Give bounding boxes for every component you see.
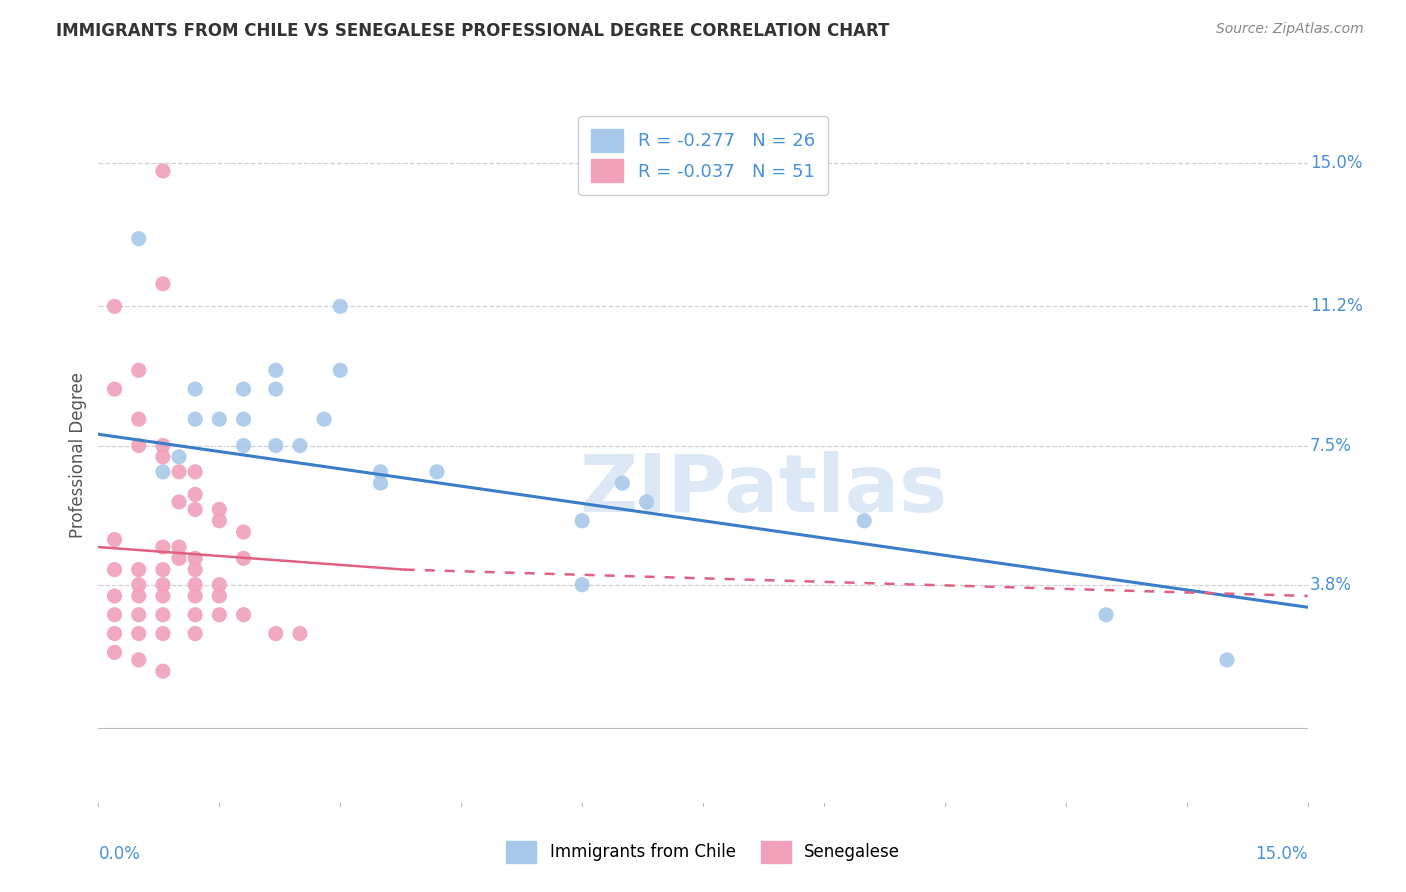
- Point: [152, 465, 174, 479]
- Point: [232, 551, 254, 566]
- Point: [571, 577, 593, 591]
- Point: [152, 626, 174, 640]
- Point: [184, 563, 207, 577]
- Point: [103, 382, 125, 396]
- Point: [184, 626, 207, 640]
- Point: [128, 577, 150, 591]
- Point: [288, 438, 311, 452]
- Point: [853, 514, 876, 528]
- Text: Source: ZipAtlas.com: Source: ZipAtlas.com: [1216, 22, 1364, 37]
- Point: [128, 589, 150, 603]
- Point: [329, 363, 352, 377]
- Point: [208, 502, 231, 516]
- Point: [152, 577, 174, 591]
- Point: [264, 382, 287, 396]
- Point: [128, 363, 150, 377]
- Text: ZIPatlas: ZIPatlas: [579, 450, 948, 529]
- Point: [128, 563, 150, 577]
- Point: [128, 232, 150, 246]
- Point: [208, 577, 231, 591]
- Point: [152, 277, 174, 291]
- Point: [1216, 653, 1239, 667]
- Point: [208, 607, 231, 622]
- Text: 15.0%: 15.0%: [1256, 845, 1308, 863]
- Point: [232, 607, 254, 622]
- Point: [208, 514, 231, 528]
- Point: [103, 607, 125, 622]
- Point: [370, 476, 392, 491]
- Point: [167, 465, 190, 479]
- Point: [184, 551, 207, 566]
- Point: [208, 412, 231, 426]
- Point: [232, 438, 254, 452]
- Text: 15.0%: 15.0%: [1310, 154, 1362, 172]
- Point: [329, 299, 352, 313]
- Point: [208, 589, 231, 603]
- Text: 7.5%: 7.5%: [1310, 436, 1353, 455]
- Y-axis label: Professional Degree: Professional Degree: [69, 372, 87, 538]
- Point: [128, 607, 150, 622]
- Point: [103, 626, 125, 640]
- Point: [571, 514, 593, 528]
- Point: [152, 664, 174, 678]
- Point: [152, 164, 174, 178]
- Text: IMMIGRANTS FROM CHILE VS SENEGALESE PROFESSIONAL DEGREE CORRELATION CHART: IMMIGRANTS FROM CHILE VS SENEGALESE PROF…: [56, 22, 890, 40]
- Point: [152, 438, 174, 452]
- Legend: Immigrants from Chile, Senegalese: Immigrants from Chile, Senegalese: [498, 833, 908, 871]
- Point: [152, 607, 174, 622]
- Point: [636, 495, 658, 509]
- Text: 0.0%: 0.0%: [98, 845, 141, 863]
- Point: [232, 412, 254, 426]
- Point: [184, 465, 207, 479]
- Point: [370, 465, 392, 479]
- Point: [288, 626, 311, 640]
- Point: [167, 495, 190, 509]
- Point: [152, 540, 174, 554]
- Point: [184, 502, 207, 516]
- Point: [103, 533, 125, 547]
- Point: [128, 412, 150, 426]
- Point: [184, 577, 207, 591]
- Point: [103, 299, 125, 313]
- Point: [167, 450, 190, 464]
- Point: [184, 487, 207, 501]
- Point: [264, 363, 287, 377]
- Point: [264, 438, 287, 452]
- Point: [184, 589, 207, 603]
- Point: [128, 438, 150, 452]
- Point: [152, 563, 174, 577]
- Point: [264, 626, 287, 640]
- Point: [152, 450, 174, 464]
- Point: [167, 540, 190, 554]
- Point: [167, 551, 190, 566]
- Point: [426, 465, 449, 479]
- Point: [103, 645, 125, 659]
- Point: [612, 476, 634, 491]
- Point: [184, 382, 207, 396]
- Point: [152, 589, 174, 603]
- Point: [1095, 607, 1118, 622]
- Point: [103, 589, 125, 603]
- Point: [128, 626, 150, 640]
- Point: [103, 563, 125, 577]
- Text: 3.8%: 3.8%: [1310, 575, 1353, 594]
- Point: [184, 412, 207, 426]
- Point: [314, 412, 336, 426]
- Point: [232, 524, 254, 539]
- Point: [232, 382, 254, 396]
- Point: [128, 653, 150, 667]
- Text: 11.2%: 11.2%: [1310, 297, 1362, 316]
- Point: [184, 607, 207, 622]
